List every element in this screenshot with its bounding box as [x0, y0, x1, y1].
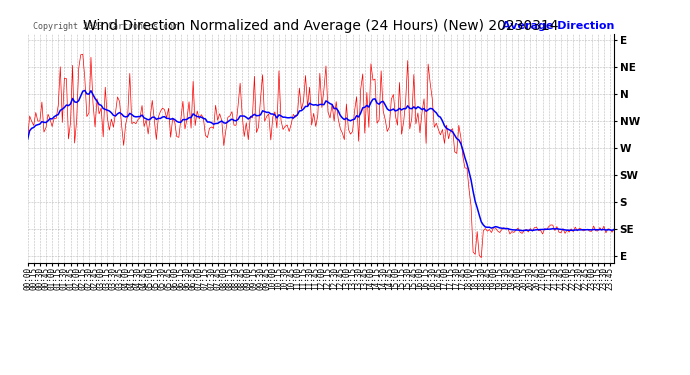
Title: Wind Direction Normalized and Average (24 Hours) (New) 20230314: Wind Direction Normalized and Average (2… [83, 19, 559, 33]
Text: Average Direction: Average Direction [502, 21, 614, 32]
Text: Copyright 2023 Cartronics.com: Copyright 2023 Cartronics.com [34, 22, 179, 32]
